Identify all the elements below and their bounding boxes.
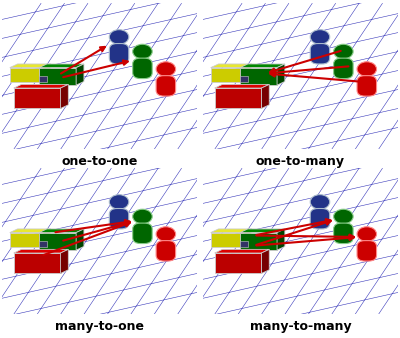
FancyBboxPatch shape — [334, 223, 353, 244]
Polygon shape — [39, 229, 84, 233]
Polygon shape — [240, 68, 277, 85]
Circle shape — [156, 227, 176, 241]
Polygon shape — [215, 253, 262, 273]
Polygon shape — [215, 84, 269, 88]
Polygon shape — [262, 84, 269, 108]
FancyBboxPatch shape — [357, 241, 376, 261]
Polygon shape — [262, 249, 269, 273]
FancyBboxPatch shape — [156, 241, 176, 261]
Polygon shape — [39, 241, 47, 247]
Polygon shape — [240, 241, 248, 247]
FancyBboxPatch shape — [156, 76, 176, 96]
Polygon shape — [10, 64, 51, 68]
Polygon shape — [10, 233, 43, 247]
Polygon shape — [244, 229, 252, 247]
Polygon shape — [43, 229, 51, 247]
Circle shape — [334, 209, 353, 224]
Polygon shape — [211, 233, 244, 247]
Circle shape — [357, 227, 376, 241]
Polygon shape — [60, 84, 68, 108]
Polygon shape — [211, 64, 252, 68]
Polygon shape — [211, 229, 252, 233]
Circle shape — [357, 62, 376, 76]
Circle shape — [133, 44, 152, 59]
Polygon shape — [215, 88, 262, 108]
FancyBboxPatch shape — [109, 209, 129, 229]
Polygon shape — [277, 64, 285, 85]
Polygon shape — [39, 68, 76, 85]
Polygon shape — [76, 64, 84, 85]
Polygon shape — [14, 249, 68, 253]
Circle shape — [109, 30, 129, 44]
FancyBboxPatch shape — [109, 44, 129, 64]
Polygon shape — [14, 84, 68, 88]
Circle shape — [109, 195, 129, 209]
Polygon shape — [10, 229, 51, 233]
Polygon shape — [244, 64, 252, 82]
Circle shape — [156, 62, 176, 76]
Polygon shape — [240, 233, 277, 250]
Text: many-to-many: many-to-many — [250, 320, 351, 333]
Polygon shape — [240, 229, 285, 233]
FancyBboxPatch shape — [334, 58, 353, 78]
Polygon shape — [39, 76, 47, 82]
Polygon shape — [60, 249, 68, 273]
Text: many-to-one: many-to-one — [55, 320, 144, 333]
Polygon shape — [10, 68, 43, 82]
Circle shape — [310, 195, 330, 209]
FancyBboxPatch shape — [310, 209, 330, 229]
Polygon shape — [240, 64, 285, 68]
Polygon shape — [240, 76, 248, 82]
Polygon shape — [277, 229, 285, 250]
Text: one-to-one: one-to-one — [61, 155, 138, 168]
Circle shape — [334, 44, 353, 59]
Circle shape — [133, 209, 152, 224]
Polygon shape — [39, 233, 76, 250]
Circle shape — [310, 30, 330, 44]
Polygon shape — [215, 249, 269, 253]
Text: one-to-many: one-to-many — [256, 155, 345, 168]
FancyBboxPatch shape — [310, 44, 330, 64]
Polygon shape — [14, 253, 60, 273]
Polygon shape — [14, 88, 60, 108]
Polygon shape — [76, 229, 84, 250]
Polygon shape — [43, 64, 51, 82]
Polygon shape — [39, 64, 84, 68]
FancyBboxPatch shape — [133, 58, 152, 78]
FancyBboxPatch shape — [357, 76, 376, 96]
FancyBboxPatch shape — [133, 223, 152, 244]
Polygon shape — [211, 68, 244, 82]
